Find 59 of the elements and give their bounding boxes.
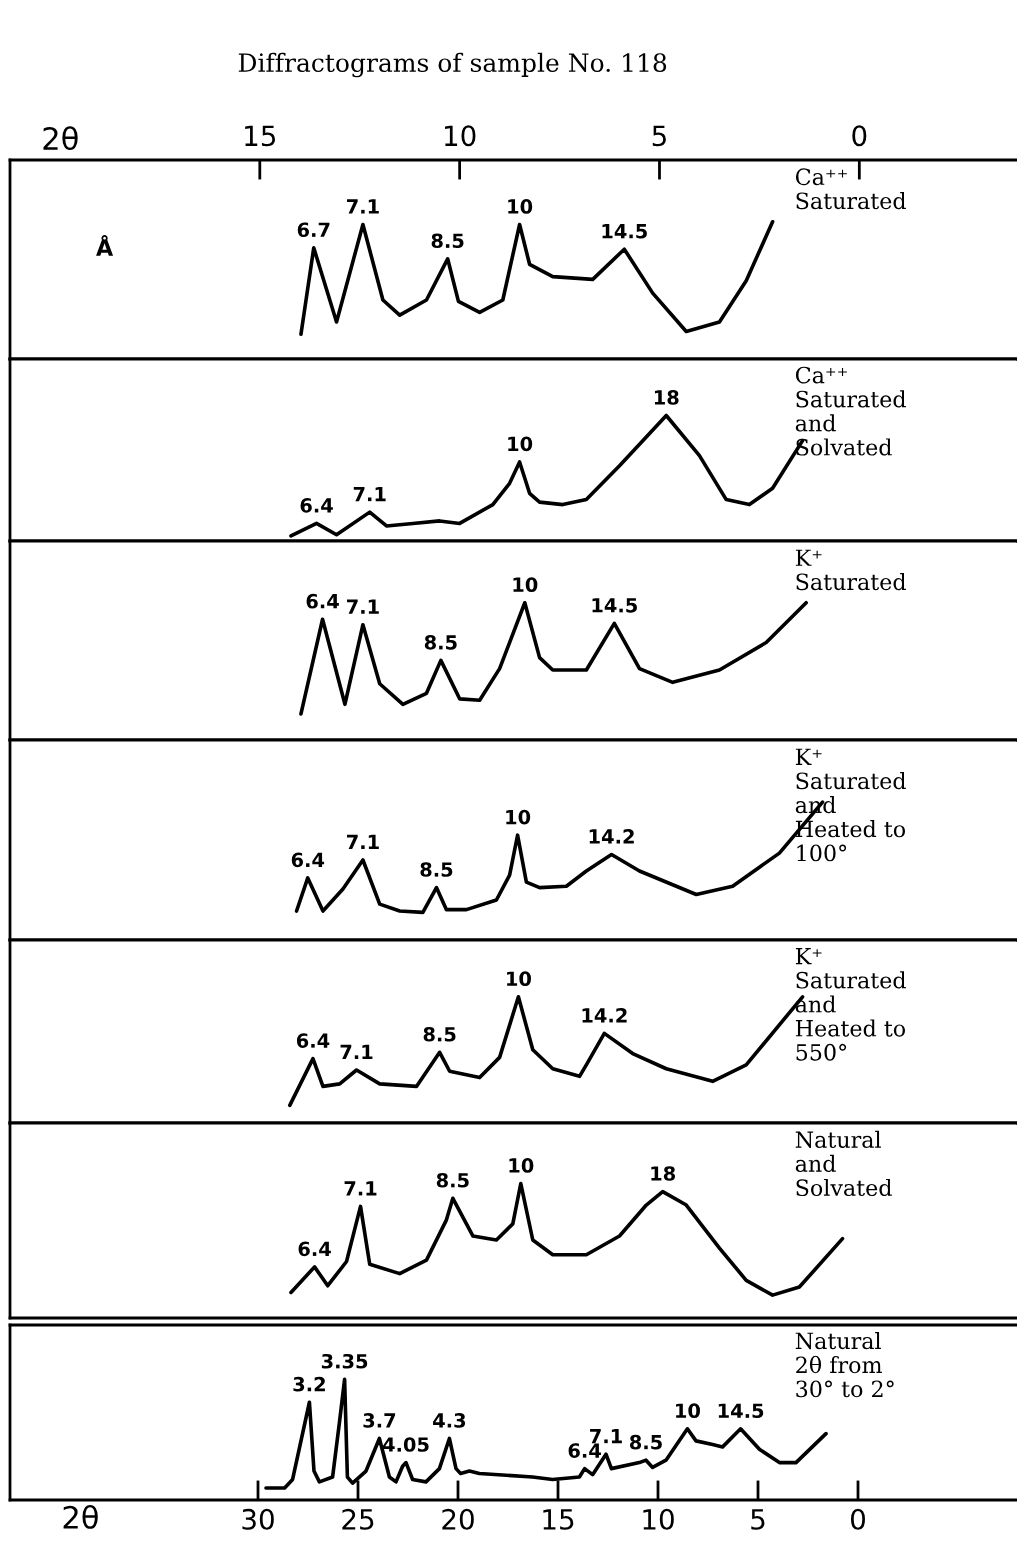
annotation: 7.1 [347,599,379,614]
annotation: 10 [513,577,538,593]
annotation: 14.5 [592,598,637,613]
annotation: 7.1 [347,199,379,214]
annotation: 6.4 [298,1241,331,1257]
x-tick-label: 10 [643,1508,674,1530]
x-tick-label: 0 [852,125,867,147]
annotation: 8.5 [431,233,464,249]
x-tick-label: 30 [242,1508,274,1530]
x-tick-label: 15 [543,1509,574,1530]
annotation: 8.5 [629,1434,662,1450]
x-tick-label: 0 [850,1508,865,1530]
annotation: 4.3 [433,1413,466,1428]
x-tick-label: 25 [342,1508,374,1530]
annotation: 6.4 [291,852,325,868]
annotation: 7.1 [340,1044,373,1059]
annotation: 14.5 [602,224,647,239]
x-axis-title: 2θ [63,1505,98,1529]
chart-subtitle: K⁺ Saturated and Heated to 550° [795,948,906,1061]
annotation: 6.4 [306,593,339,609]
annotation: 10 [508,199,533,214]
annotation: 3.35 [321,1353,368,1369]
annotation: 6.4 [296,1033,330,1048]
chart-subtitle: Ca⁺⁺ Saturated [795,168,906,210]
annotation: 10 [506,809,531,825]
annotation: 10 [508,436,533,452]
chart-subtitle: Natural 2θ from 30° to 2° [795,1332,894,1398]
chart-title: Diffractograms of sample No. 118 [238,52,667,78]
annotation: 8.5 [420,862,453,877]
annotation: Å [96,235,114,256]
annotation: 10 [676,1403,700,1419]
annotation: 3.2 [293,1376,325,1392]
annotation: 18 [651,1166,675,1181]
annotation: 8.5 [436,1172,469,1188]
annotation: 14.2 [589,829,634,844]
annotation: 18 [654,390,679,405]
annotation: 6.4 [568,1443,601,1458]
annotation: 10 [509,1158,534,1173]
x-tick-label: 10 [445,125,476,147]
chart-subtitle: Natural and Solvated [795,1130,892,1197]
annotation: 14.2 [582,1007,627,1023]
x-tick-label: 5 [751,1509,765,1530]
annotation: 7.1 [590,1428,622,1444]
annotation: 8.5 [423,1026,456,1042]
annotation: 4.05 [382,1437,429,1452]
annotation: 10 [507,971,531,987]
annotation: 7.1 [353,486,386,502]
annotation: 8.5 [424,634,457,650]
x-tick-label: 15 [245,125,276,147]
annotation: 3.7 [363,1413,396,1428]
chart-subtitle: K⁺ Saturated [795,549,906,591]
x-axis-title: 2θ [43,126,78,151]
x-tick-label: 5 [652,125,666,147]
x-tick-label: 20 [442,1508,474,1530]
annotation: 14.5 [718,1403,764,1419]
annotation: 7.1 [347,834,379,850]
annotation: 6.7 [297,222,330,238]
annotation: 6.4 [300,498,333,513]
annotation: 7.1 [344,1181,377,1196]
